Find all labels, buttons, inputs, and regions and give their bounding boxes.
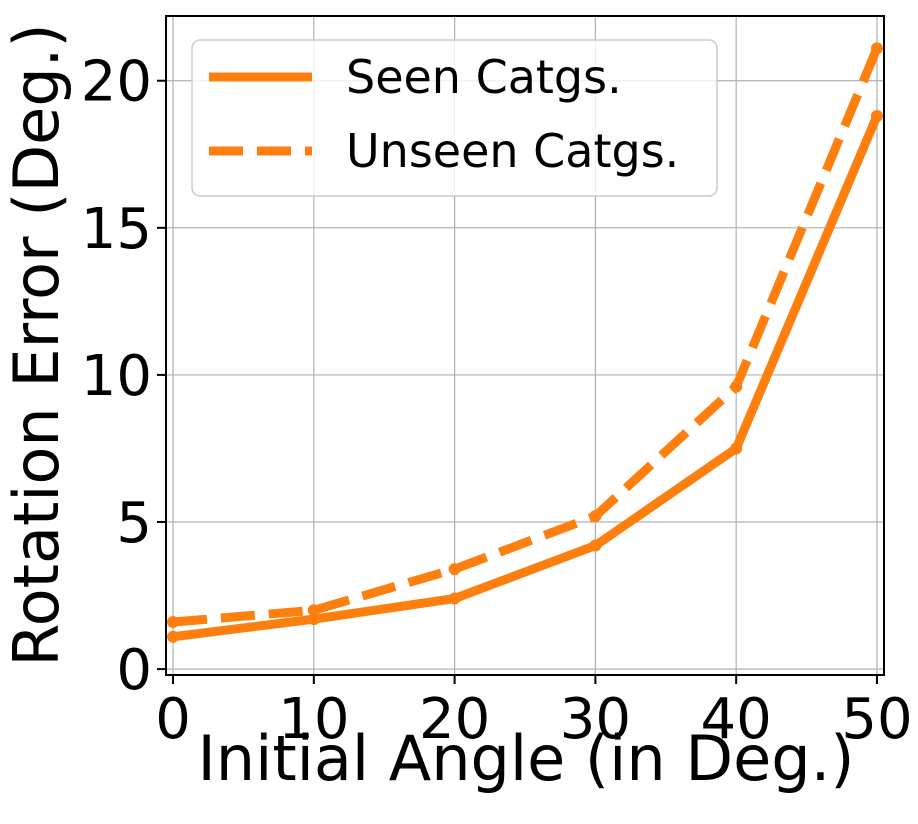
data-point bbox=[730, 380, 743, 393]
legend: Seen Catgs. Unseen Catgs. bbox=[191, 39, 718, 197]
data-point bbox=[448, 563, 461, 576]
x-tick-label: 20 bbox=[419, 687, 490, 752]
y-tick-label: 0 bbox=[116, 638, 152, 703]
x-tick-label: 30 bbox=[560, 687, 631, 752]
plot-frame bbox=[165, 15, 885, 676]
data-point bbox=[589, 510, 602, 523]
data-point bbox=[167, 616, 180, 629]
data-point bbox=[870, 110, 883, 123]
data-points bbox=[167, 42, 883, 643]
data-point bbox=[307, 604, 320, 617]
y-axis-ticks: 0 5 10 15 20 bbox=[81, 50, 166, 703]
x-axis-title: Initial Angle (in Deg.) bbox=[198, 722, 855, 795]
data-point bbox=[307, 613, 320, 626]
series-lines bbox=[172, 46, 882, 642]
y-tick-label: 10 bbox=[81, 344, 152, 409]
data-point bbox=[870, 42, 883, 55]
series-line-unseen bbox=[172, 46, 882, 627]
x-tick-label: 0 bbox=[155, 687, 191, 752]
y-tick-label: 5 bbox=[116, 491, 152, 556]
y-tick-label: 20 bbox=[81, 50, 152, 115]
series-line-seen bbox=[172, 114, 882, 642]
data-point bbox=[589, 539, 602, 552]
y-tick-label: 15 bbox=[81, 197, 152, 262]
data-point bbox=[167, 630, 180, 643]
data-point bbox=[730, 442, 743, 455]
legend-label-unseen: Unseen Catgs. bbox=[346, 124, 679, 178]
legend-label-seen: Seen Catgs. bbox=[346, 50, 622, 104]
y-axis-title: Rotation Error (Deg.) bbox=[0, 23, 73, 666]
data-point bbox=[448, 592, 461, 605]
x-tick-label: 50 bbox=[841, 687, 912, 752]
x-tick-label: 10 bbox=[278, 687, 349, 752]
legend-box bbox=[191, 39, 718, 197]
x-tick-label: 40 bbox=[701, 687, 772, 752]
x-axis-ticks: 0 10 20 30 40 50 bbox=[155, 675, 913, 752]
